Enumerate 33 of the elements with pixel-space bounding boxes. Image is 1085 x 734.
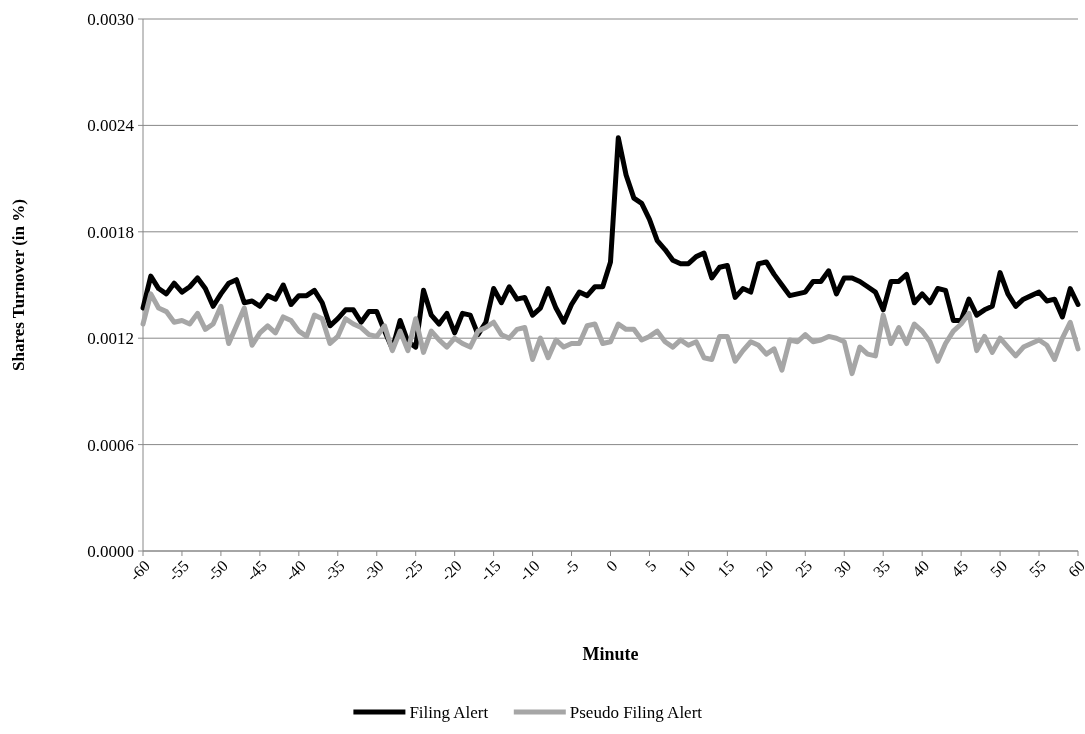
x-tick-label: 60 — [1064, 557, 1085, 581]
x-tick-label: -50 — [203, 557, 231, 585]
x-tick-label: 50 — [986, 557, 1011, 581]
x-tick-label: -25 — [398, 557, 426, 585]
y-tick-label: 0.0024 — [87, 116, 135, 136]
x-tick-label: 30 — [831, 557, 855, 581]
x-tick-label: -40 — [281, 557, 309, 585]
x-tick-label: 5 — [641, 557, 660, 575]
x-tick-label: -10 — [515, 557, 543, 585]
x-tick-label: -35 — [320, 557, 348, 585]
y-axis-title: Shares Turnover (in %) — [9, 199, 28, 371]
y-tick-label: 0.0030 — [87, 9, 134, 29]
x-tick-label: 55 — [1025, 557, 1050, 581]
x-tick-label: 40 — [908, 557, 933, 581]
x-tick-label: 45 — [947, 557, 972, 581]
x-tick-label: -30 — [359, 557, 387, 585]
x-axis-title: Minute — [582, 644, 639, 664]
x-tick-label: 35 — [869, 557, 894, 581]
x-tick-label: 0 — [602, 557, 621, 575]
x-tick-label: 15 — [714, 557, 738, 581]
x-tick-label: 25 — [792, 557, 816, 581]
x-tick-label: -45 — [242, 557, 270, 585]
legend-label: Filing Alert — [409, 702, 489, 722]
x-tick-label: -15 — [476, 557, 504, 585]
legend-label: Pseudo Filing Alert — [569, 702, 703, 722]
y-tick-label: 0.0018 — [87, 222, 134, 242]
x-tick-label: -55 — [164, 557, 193, 585]
x-tick-label: -5 — [560, 557, 582, 579]
y-tick-label: 0.0006 — [87, 435, 134, 455]
x-tick-label: 20 — [753, 557, 777, 581]
x-tick-label: -20 — [437, 557, 465, 585]
x-tick-label: 10 — [675, 557, 699, 581]
y-tick-label: 0.0012 — [87, 329, 134, 349]
